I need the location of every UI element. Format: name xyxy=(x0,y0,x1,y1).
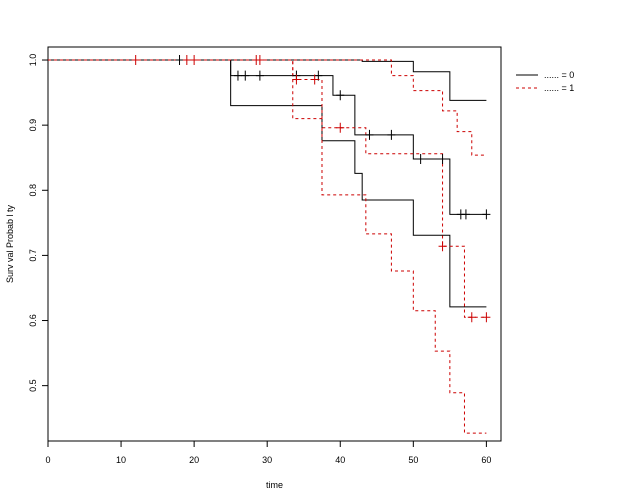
censor-mark-group-1 xyxy=(131,55,140,66)
x-tick-label: 30 xyxy=(262,455,272,465)
plot-frame xyxy=(47,46,502,442)
x-tick-label: 60 xyxy=(481,455,491,465)
censor-mark-group-0 xyxy=(175,55,184,66)
censor-mark-group-1 xyxy=(292,74,301,85)
y-tick-label: 0.7 xyxy=(28,249,38,262)
y-tick-label: 0.5 xyxy=(28,379,38,392)
x-tick-label: 20 xyxy=(189,455,199,465)
censor-mark-group-1 xyxy=(255,55,264,66)
legend-label: ...... = 1 xyxy=(544,83,574,93)
km-curve-group-1-estimate xyxy=(48,59,487,318)
censor-mark-group-0 xyxy=(482,209,491,220)
y-tick-label: 0.6 xyxy=(28,314,38,327)
censor-mark-group-1 xyxy=(467,312,476,323)
x-tick-label: 0 xyxy=(45,455,50,465)
km-curve-group-0-estimate xyxy=(48,59,487,215)
censor-mark-group-0 xyxy=(314,70,323,81)
km-curve-group-0-lower xyxy=(48,59,487,308)
y-axis-label: Surv val Probab l ty xyxy=(5,204,15,283)
censor-mark-group-0 xyxy=(461,209,470,220)
x-axis-label: time xyxy=(266,480,283,490)
censor-mark-group-1 xyxy=(336,122,345,133)
legend-label: ...... = 0 xyxy=(544,70,574,80)
x-tick-label: 50 xyxy=(408,455,418,465)
censor-mark-group-1 xyxy=(482,312,491,323)
x-tick-label: 10 xyxy=(116,455,126,465)
y-tick-label: 0.9 xyxy=(28,119,38,132)
y-tick-label: 1.0 xyxy=(28,54,38,67)
censor-mark-group-1 xyxy=(182,55,191,66)
censor-mark-group-0 xyxy=(438,154,447,165)
censor-mark-group-0 xyxy=(241,70,250,81)
km-curve-group-0-upper xyxy=(48,59,487,101)
censor-mark-group-0 xyxy=(365,129,374,140)
km-curve-group-1-upper xyxy=(48,59,487,156)
censor-mark-group-0 xyxy=(387,129,396,140)
censor-mark-group-1 xyxy=(190,55,199,66)
censor-mark-group-1 xyxy=(310,74,319,85)
censor-mark-group-0 xyxy=(255,70,264,81)
censor-mark-group-0 xyxy=(336,90,345,101)
censor-mark-group-1 xyxy=(438,241,447,252)
censor-mark-group-0 xyxy=(233,70,242,81)
km-curve-group-1-lower xyxy=(48,59,487,434)
y-tick-label: 0.8 xyxy=(28,184,38,197)
censor-mark-group-0 xyxy=(416,154,425,165)
x-tick-label: 40 xyxy=(335,455,345,465)
